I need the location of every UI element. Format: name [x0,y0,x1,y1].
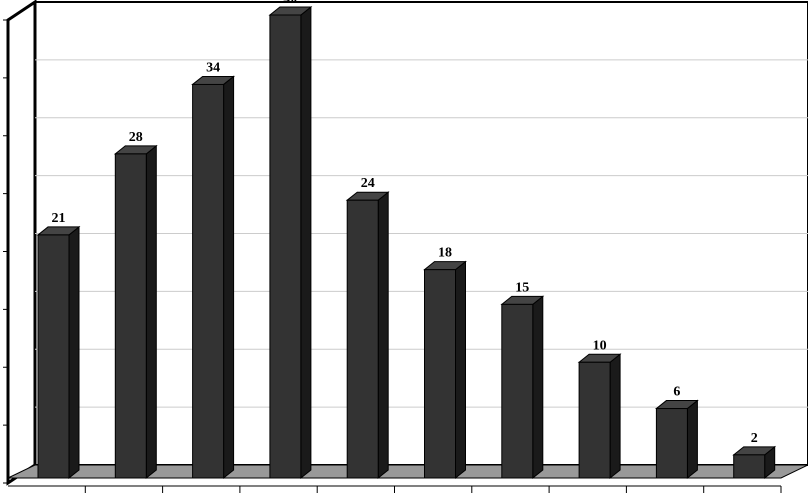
bar-side [455,260,466,480]
value-label: 28 [129,130,143,145]
value-label: 2 [751,431,758,446]
bar-side [68,225,80,480]
bar [654,399,699,480]
value-label: 34 [206,60,220,75]
bar-side [609,353,621,480]
bar-front [192,83,225,479]
value-label: 21 [52,211,66,226]
bar-front [733,454,766,479]
value-label: 6 [673,385,680,400]
bar [500,295,545,480]
bar-front [37,234,70,479]
bar-front [578,361,611,479]
bar [423,260,467,480]
bar-front [269,14,302,479]
bar [345,191,390,480]
bars: 21 28 34 40 24 18 15 10 6 2 [36,0,777,480]
bar [577,353,622,480]
grid [3,19,808,493]
bar-front [424,269,456,479]
value-label: 24 [361,176,375,191]
bar-front [501,303,534,479]
bar-front [346,199,379,479]
bar-side [532,295,544,480]
bar [113,144,158,480]
bar [191,75,236,480]
bar-side [686,399,698,480]
bar [36,225,81,480]
side-wall [6,0,37,486]
bar [268,5,313,480]
bar-side [223,75,235,480]
bar-front [114,153,147,479]
value-label: 18 [438,246,452,261]
value-label: 10 [593,338,607,353]
bar-side [300,5,312,480]
bar-front [655,408,688,479]
bar-side [377,191,389,480]
value-label: 40 [283,0,297,6]
bar [732,445,777,480]
bar-side [145,144,157,480]
value-label: 15 [515,280,529,295]
